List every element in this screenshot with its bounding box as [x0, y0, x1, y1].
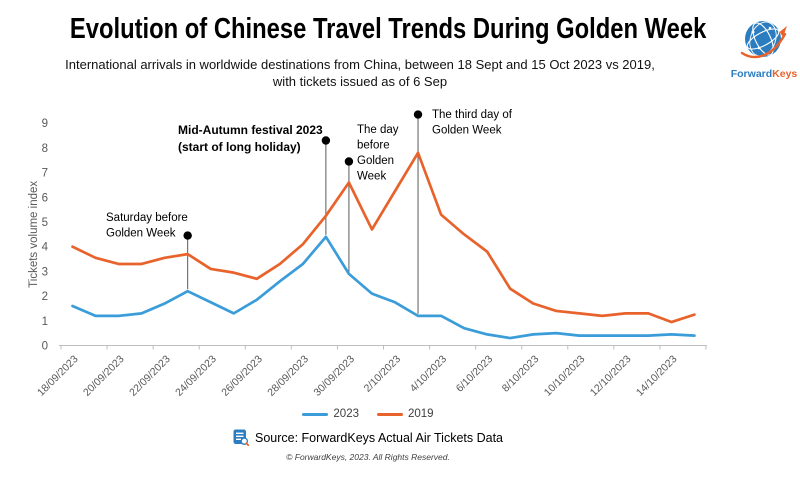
y-tick-label: 7: [42, 168, 48, 180]
y-tick-label: 4: [42, 242, 49, 254]
x-tick-label: 18/09/2023: [35, 353, 81, 399]
logo-text-keys: Keys: [772, 68, 798, 80]
legend-item-2019[interactable]: 2019: [377, 408, 434, 420]
x-tick-label: 2/10/2023: [362, 353, 404, 395]
legend-label: 2019: [408, 408, 434, 420]
legend-item-2023[interactable]: 2023: [302, 408, 359, 420]
y-tick-label: 9: [42, 118, 48, 130]
x-tick-label: 14/10/2023: [634, 353, 680, 399]
annotation-text: The day before Golden Week: [357, 124, 399, 183]
logo-wordmark: ForwardKeys: [725, 68, 800, 80]
copyright-text: © ForwardKeys, 2023. All Rights Reserved…: [286, 452, 450, 462]
legend-line-sample: [302, 412, 329, 416]
x-tick-label: 26/09/2023: [219, 353, 265, 399]
annotation-dot: [183, 231, 192, 240]
y-tick-label: 2: [42, 291, 48, 303]
logo-text-forward: Forward: [730, 68, 773, 80]
annotation-dot: [321, 136, 331, 145]
y-tick-label: 3: [42, 266, 48, 278]
chart-subtitle: International arrivals in worldwide dest…: [0, 56, 720, 90]
y-tick-label: 6: [42, 192, 48, 204]
x-tick-label: 30/09/2023: [311, 353, 357, 399]
source-label: Source: ForwardKeys Actual Air Tickets D…: [254, 430, 504, 445]
x-tick-label: 28/09/2023: [265, 353, 311, 399]
x-tick-label: 20/09/2023: [81, 353, 127, 399]
subtitle-line-2: with tickets issued as of 6 Sep: [272, 74, 448, 89]
y-tick-label: 8: [42, 143, 48, 155]
chart-legend: 2023 2019: [0, 408, 736, 420]
subtitle-line-1: International arrivals in worldwide dest…: [65, 57, 655, 72]
series-line-2023: [71, 235, 696, 340]
y-tick-label: 1: [42, 316, 48, 328]
legend-line-sample: [377, 412, 403, 416]
annotation-text: The third day of Golden Week: [432, 109, 513, 137]
annotation-text: Mid-Autumn festival 2023 (start of long h…: [178, 123, 323, 154]
x-tick-label: 4/10/2023: [408, 353, 450, 395]
x-tick-label: 12/10/2023: [588, 353, 634, 399]
annotation-dot: [344, 157, 354, 166]
annotation-dot: [413, 110, 423, 119]
series-line-2019: [71, 151, 696, 324]
x-tick-label: 8/10/2023: [500, 353, 542, 395]
y-axis-title: Tickets volume index: [28, 181, 40, 288]
x-tick-label: 22/09/2023: [127, 353, 173, 399]
document-search-icon: [233, 429, 249, 446]
legend-label: 2023: [333, 408, 359, 420]
annotation-text: Saturday before Golden Week: [106, 212, 188, 240]
y-tick-label: 5: [42, 217, 48, 229]
globe-icon: [740, 21, 787, 59]
y-tick-label: 0: [42, 341, 48, 353]
x-tick-label: 10/10/2023: [542, 353, 588, 399]
page-title: Evolution of Chinese Travel Trends Durin…: [0, 13, 720, 46]
source-row: Source: ForwardKeys Actual Air Tickets D…: [0, 429, 736, 446]
forwardkeys-logo: ForwardKeys: [725, 16, 800, 80]
page-title-text: Evolution of Chinese Travel Trends Durin…: [69, 13, 707, 45]
x-tick-label: 24/09/2023: [173, 353, 219, 399]
x-tick-label: 6/10/2023: [454, 353, 496, 395]
